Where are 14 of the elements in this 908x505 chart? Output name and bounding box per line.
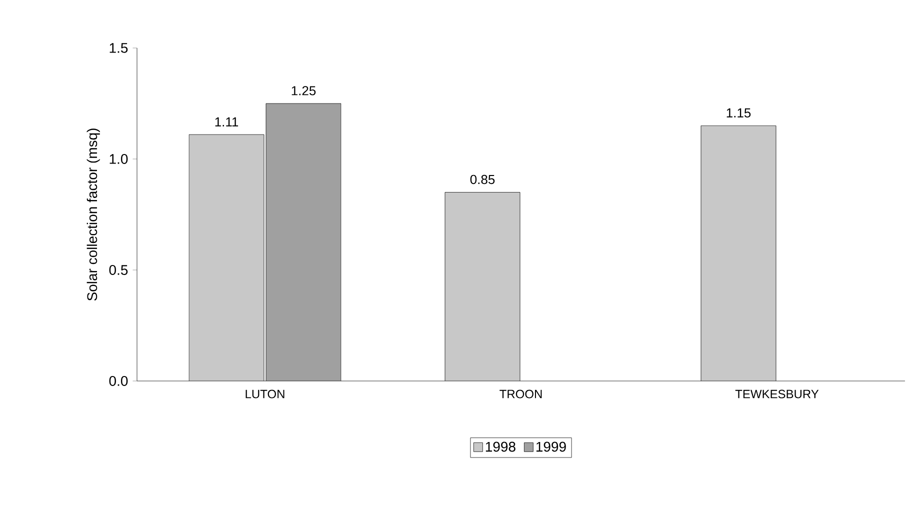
legend-label: 1998 (486, 442, 516, 452)
x-tick-label: LUTON (246, 390, 284, 398)
y-tick-label: 0.5 (109, 265, 128, 275)
y-tick-label: 1.0 (110, 154, 128, 164)
legend-label: 1999 (536, 442, 566, 452)
y-axis-title: Solar collection factor (msq) (86, 128, 100, 301)
y-tick-label: 1.5 (110, 43, 128, 53)
data-label: 1.11 (215, 117, 238, 126)
data-label: 1.15 (726, 108, 751, 118)
y-tick-label: 0.0 (109, 376, 128, 386)
data-label: 0.85 (470, 174, 495, 184)
x-tick-label: TEWKESBURY (735, 390, 819, 398)
data-label: 1.25 (292, 86, 316, 96)
x-tick-label: TROON (500, 390, 542, 398)
